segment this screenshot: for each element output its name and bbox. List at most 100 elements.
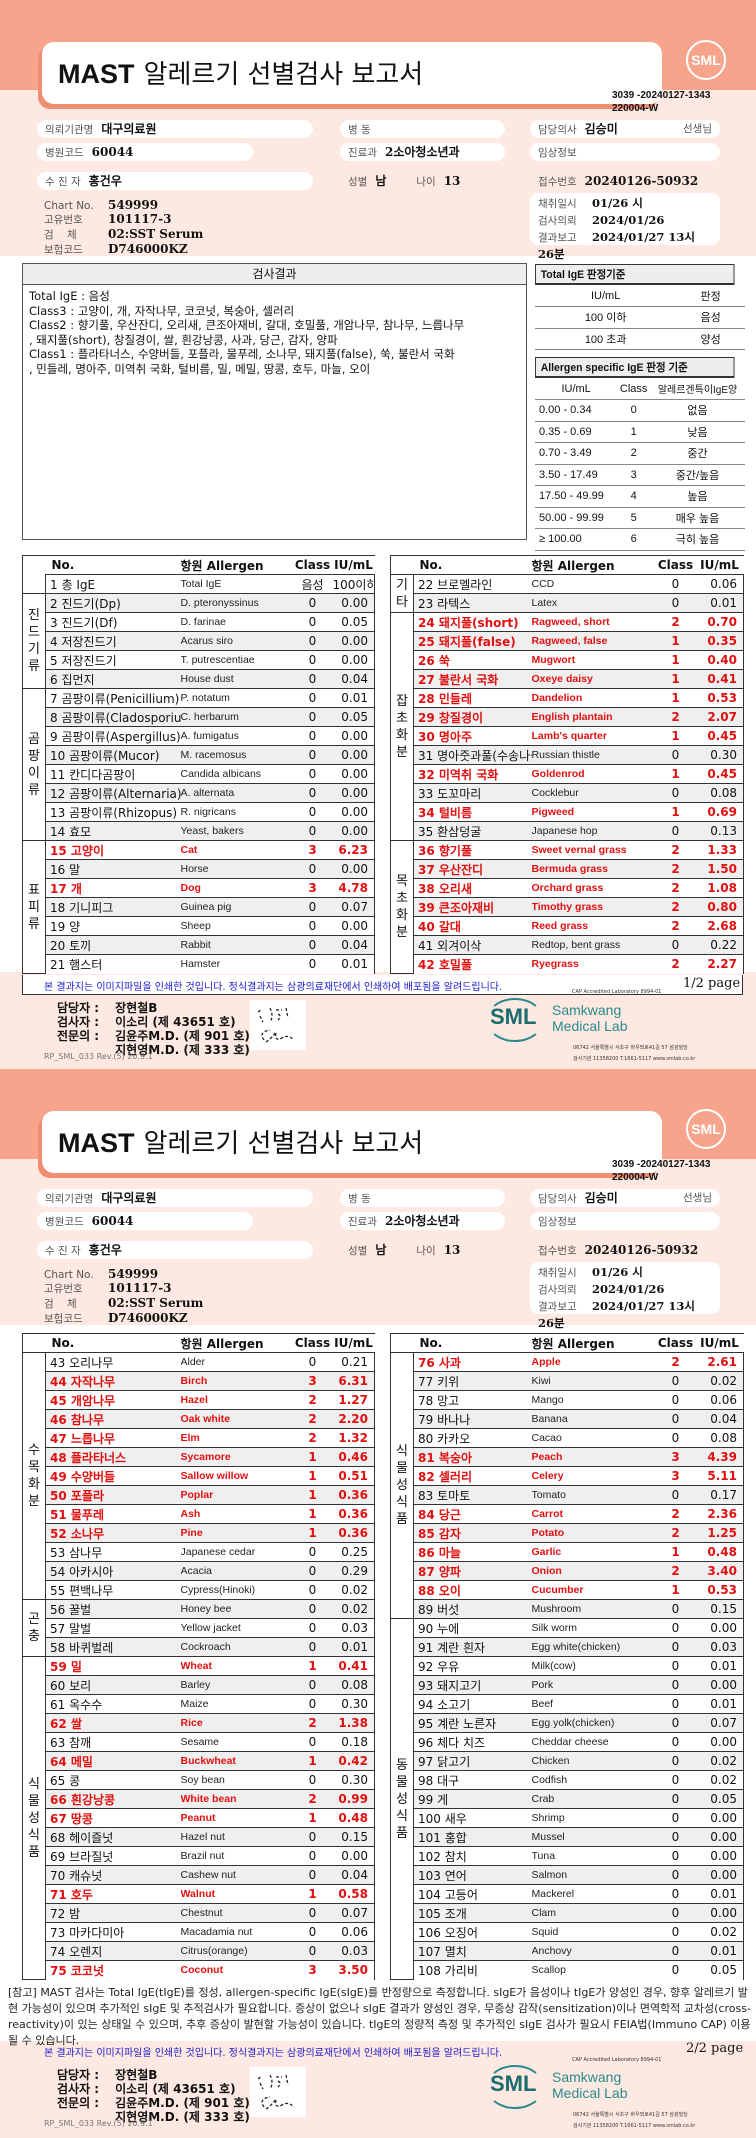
- allergen-english-name: Hazel: [180, 1390, 293, 1410]
- table-row: 39 큰조아재비 Timothy grass 2 0.80: [391, 897, 744, 917]
- allergen-english-name: Egg white(chicken): [531, 1637, 656, 1657]
- allergen-korean-name: 고양이: [70, 843, 105, 858]
- allergen-korean-name: 오이: [438, 1583, 461, 1598]
- signatory-role: 검사자 :: [57, 2082, 100, 2096]
- allergen-korean-name: 코코넛: [70, 1963, 105, 1978]
- reported-value: 2024/01/27 13시 26분: [538, 1299, 696, 1330]
- header-blank: [22, 555, 46, 575]
- allergen-number: 1: [50, 577, 58, 592]
- table-row: 29 창질경이 English plantain 2 2.07: [391, 707, 744, 727]
- table-row: 63 참깨 Sesame 0 0.18: [23, 1732, 375, 1752]
- table-row: 64 메밀 Buckwheat 1 0.42: [23, 1751, 375, 1771]
- criteria-row: 3.50 - 17.49 3 중간/높음: [535, 464, 745, 486]
- allergen-number: 51: [50, 1507, 67, 1522]
- allergen-iu-value: 0.00: [332, 726, 375, 746]
- allergen-korean-name: 토마토: [437, 1488, 471, 1503]
- allergen-english-name: Oak white: [180, 1409, 293, 1429]
- allergen-number: 79: [418, 1412, 434, 1427]
- allergen-class: 3: [655, 1447, 696, 1467]
- requested-row: 검사의뢰 2024/01/26: [538, 212, 712, 229]
- results-title: 검사결과: [23, 264, 526, 285]
- print-notice: 본 결과지는 이미지파일을 인쇄한 것입니다. 정식결과지는 삼광의료재단에서 …: [44, 982, 503, 993]
- allergen-number: 67: [50, 1811, 67, 1826]
- allergen-iu-value: 0.00: [695, 1808, 744, 1828]
- table-row: 80 카카오 Cacao 0 0.08: [391, 1428, 744, 1448]
- allergen-iu-value: 0.45: [695, 726, 744, 746]
- allergen-english-name: Japanese hop: [531, 821, 656, 841]
- patient-name-value: 홍건우: [88, 1243, 122, 1257]
- allergen-number: 24: [418, 615, 435, 630]
- page-title: MAST 알레르기 선별검사 보고서: [58, 1123, 423, 1160]
- allergen-iu-value: 0.05: [695, 1960, 744, 1980]
- collected-value: 01/26 시: [592, 1265, 643, 1279]
- age-value: 13: [443, 1243, 461, 1257]
- allergen-iu-value: 0.36: [332, 1523, 375, 1543]
- allergen-number: 97: [418, 1754, 434, 1769]
- reported-label: 결과보고: [538, 1301, 577, 1313]
- allergen-korean-name: 양파: [438, 1564, 461, 1579]
- results-line: Total IgE : 음성: [29, 289, 110, 303]
- dates-box: 채취일시 01/26 시 검사의뢰 2024/01/26 결과보고 2024/01/27 …: [530, 193, 720, 261]
- allergen-class: 0: [292, 1618, 333, 1638]
- allergen-class: 2: [655, 878, 696, 898]
- allergen-korean-name: 외겨이삭: [437, 938, 482, 953]
- allergen-iu-value: 0.40: [695, 650, 744, 670]
- total-ige-criteria-table: IU/mL 판정 100 이하 음성 100 초과 양성: [535, 285, 745, 350]
- allergen-english-name: Celery: [531, 1466, 656, 1486]
- doctor-suffix: 선생님: [683, 123, 712, 135]
- allergen-korean-name: 메밀: [70, 1754, 93, 1769]
- table-row: 18 기니피그 Guinea pig 0 0.07: [23, 897, 375, 917]
- table-row: 41 외겨이삭 Redtop, bent grass 0 0.22: [391, 935, 744, 955]
- allergen-class: 0: [292, 1827, 333, 1847]
- table-row: 수목화분 43 오리나무 Alder 0 0.21: [22, 1352, 375, 1600]
- allergen-name-cell: 78 망고: [413, 1390, 532, 1410]
- allergen-english-name: Apple: [531, 1352, 656, 1372]
- allergen-iu-value: 0.00: [332, 859, 375, 879]
- table-row: 27 불란서 국화 Oxeye daisy 1 0.41: [391, 669, 744, 689]
- allergen-class: 0: [655, 745, 696, 765]
- table-header-row: No. 항원 Allergen Class IU/mL: [22, 555, 375, 575]
- signatory-name: 김윤주M.D. (제 901 호): [115, 2096, 250, 2110]
- insurance-label: 보험코드: [44, 1313, 83, 1325]
- results-line: , 돼지풀(short), 창질경이, 쌀, 흰강낭콩, 사과, 당근, 감자,…: [29, 332, 338, 347]
- allergen-korean-name: 오리나무: [69, 1355, 114, 1370]
- allergen-english-name: Salmon: [531, 1865, 656, 1885]
- allergen-korean-name: 밤: [69, 1906, 81, 1921]
- clinical-info-label: 임상정보: [538, 1216, 577, 1228]
- allergen-iu-value: 0.30: [332, 1694, 375, 1714]
- allergen-name-cell: 46 참나무: [45, 1409, 181, 1429]
- criteria-cell: 매우 높음: [650, 507, 745, 529]
- total-ige-criteria-title: Total IgE 판정기준: [535, 264, 735, 285]
- hospital-code: 병원코드 60044: [37, 1212, 253, 1230]
- allergen-name-cell: 24 돼지풀(short): [413, 612, 532, 632]
- allergen-class: 3: [292, 1371, 333, 1391]
- allergen-english-name: Ash: [180, 1504, 293, 1524]
- notice-box: [22, 975, 743, 995]
- allergen-class: 0: [292, 1694, 333, 1714]
- signatory-role: 담당자 :: [57, 1001, 100, 1015]
- allergen-korean-name: 복숭아: [438, 1450, 473, 1465]
- allergen-korean-name: 마카다미아: [69, 1925, 125, 1940]
- allergen-korean-name: 망고: [437, 1393, 460, 1408]
- allergen-iu-value: 0.07: [332, 897, 375, 917]
- allergen-name-cell: 88 오이: [413, 1580, 532, 1600]
- specimen-row: 검 체 02:SST Serum: [44, 1295, 203, 1312]
- allergen-name-cell: 95 계란 노른자: [413, 1713, 532, 1733]
- allergen-name-cell: 3 진드기(Df): [45, 612, 181, 632]
- allergen-number: 95: [418, 1716, 434, 1731]
- allergen-number: 38: [418, 881, 435, 896]
- signatory-name: 지현영M.D. (제 333 호): [115, 2110, 250, 2124]
- allergen-class: 1: [655, 764, 696, 784]
- signatory-role: 전문의 :: [57, 2096, 100, 2110]
- table-row: 99 게 Crab 0 0.05: [391, 1789, 744, 1809]
- table-row: 34 털비름 Pigweed 1 0.69: [391, 802, 744, 822]
- allergen-class: 1: [292, 1656, 333, 1676]
- allergen-name-cell: 67 땅콩: [45, 1808, 181, 1828]
- signatory-name: 김윤주M.D. (제 901 호): [115, 1029, 250, 1043]
- allergen-table-left: No. 항원 Allergen Class IU/mL 수목화분 43 오리나무 Alder…: [22, 1333, 375, 1980]
- allergen-english-name: Banana: [531, 1409, 656, 1429]
- allergen-korean-name: 감자: [438, 1526, 461, 1541]
- requested-row: 검사의뢰 2024/01/26: [538, 1281, 712, 1298]
- signatory-row: 지현영M.D. (제 333 호): [57, 1044, 264, 1056]
